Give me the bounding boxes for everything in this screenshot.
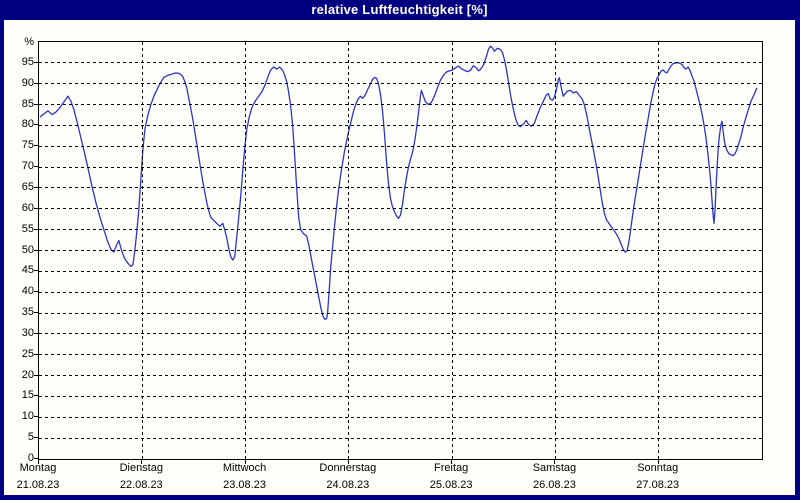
- gridline-h: [39, 354, 762, 356]
- y-axis-label: 20: [21, 368, 34, 381]
- gridline-v: [554, 42, 556, 459]
- y-tick: [34, 437, 38, 439]
- x-axis-date-label: 27.08.23: [636, 479, 680, 491]
- gridline-h: [39, 291, 762, 293]
- y-axis-label: 45: [21, 264, 34, 277]
- y-axis-label: 80: [21, 118, 34, 131]
- y-tick: [34, 395, 38, 397]
- x-axis-day-label: Samstag: [532, 462, 577, 474]
- gridline-h: [39, 208, 762, 210]
- x-tick: [554, 460, 556, 464]
- y-axis-label: 70: [21, 160, 34, 173]
- y-tick: [34, 270, 38, 272]
- gridline-h: [39, 333, 762, 335]
- y-axis-label: 60: [21, 201, 34, 214]
- y-tick: [34, 249, 38, 251]
- plot-area: [38, 41, 763, 460]
- x-axis-day-label: Mittwoch: [222, 462, 267, 474]
- y-axis-unit-label: %: [24, 36, 34, 48]
- y-axis-label: 65: [21, 180, 34, 193]
- humidity-line: [40, 46, 757, 319]
- gridline-h: [39, 166, 762, 168]
- y-tick: [34, 186, 38, 188]
- y-axis-label: 90: [21, 76, 34, 89]
- y-axis-label: 15: [21, 389, 34, 402]
- y-axis-label: 55: [21, 222, 34, 235]
- gridline-h: [39, 187, 762, 189]
- gridline-h: [39, 250, 762, 251]
- y-tick: [34, 166, 38, 168]
- y-axis-label: 10: [21, 410, 34, 423]
- y-tick: [34, 207, 38, 209]
- y-tick: [34, 458, 38, 459]
- gridline-v: [245, 42, 247, 459]
- gridline-h: [39, 375, 762, 377]
- x-tick: [244, 460, 246, 464]
- gridline-v: [451, 42, 453, 459]
- y-tick: [34, 228, 38, 230]
- x-axis-date-label: 25.08.23: [429, 479, 473, 491]
- x-axis-date-label: 24.08.23: [326, 479, 370, 491]
- y-axis-label: 30: [21, 326, 34, 339]
- y-tick: [34, 353, 38, 355]
- y-axis-label: 95: [21, 55, 34, 68]
- y-tick: [34, 61, 38, 63]
- y-axis-label: 85: [21, 97, 34, 110]
- gridline-h: [39, 416, 762, 418]
- y-axis-label: 75: [21, 139, 34, 152]
- x-axis-date-label: 23.08.23: [223, 479, 266, 491]
- y-tick: [34, 145, 38, 147]
- title-bar[interactable]: relative Luftfeuchtigkeit [%]: [4, 0, 795, 20]
- gridline-h: [39, 437, 762, 439]
- y-tick: [34, 374, 38, 376]
- x-axis-date-label: 21.08.23: [16, 479, 60, 491]
- y-tick: [34, 291, 38, 293]
- gridline-h: [39, 83, 762, 85]
- gridline-v: [141, 42, 143, 459]
- gridline-h: [39, 395, 762, 397]
- x-axis-day-label: Sonntag: [637, 462, 679, 474]
- x-axis-day-label: Dienstag: [119, 462, 163, 474]
- gridline-h: [39, 229, 762, 231]
- gridline-v: [348, 42, 350, 459]
- gridline-h: [39, 145, 762, 147]
- x-axis-date-label: 22.08.23: [119, 479, 163, 491]
- gridline-h: [39, 104, 762, 106]
- y-axis-label: 5: [27, 431, 34, 444]
- y-axis-label: 0: [27, 452, 34, 464]
- x-axis-day-label: Montag: [19, 462, 57, 474]
- gridline-h: [39, 62, 762, 64]
- x-tick: [141, 460, 143, 464]
- x-tick: [451, 460, 453, 464]
- y-tick: [34, 124, 38, 126]
- gridline-h: [39, 270, 762, 272]
- x-axis-date-label: 26.08.23: [533, 479, 576, 491]
- x-axis-day-label: Donnerstag: [319, 462, 377, 474]
- y-axis-label: 40: [21, 285, 34, 298]
- y-axis-label: 35: [21, 306, 34, 319]
- y-tick: [34, 416, 38, 418]
- y-axis-label: 50: [21, 243, 34, 256]
- x-tick: [657, 460, 659, 464]
- y-tick: [34, 312, 38, 314]
- y-tick: [34, 82, 38, 84]
- x-axis-day-label: Freitag: [434, 462, 469, 474]
- y-tick: [34, 103, 38, 105]
- x-tick: [347, 460, 349, 464]
- gridline-v: [658, 42, 660, 459]
- y-axis-label: 25: [21, 347, 34, 360]
- y-tick: [34, 332, 38, 334]
- x-tick: [38, 460, 39, 464]
- gridline-h: [39, 124, 762, 126]
- chart-title: relative Luftfeuchtigkeit [%]: [311, 2, 488, 17]
- gridline-h: [39, 312, 762, 314]
- chart-content: 0 5 10 15 20 25 30 35 40 45 50 55 60 65 70 75 80 85 90 95% M…: [4, 20, 795, 495]
